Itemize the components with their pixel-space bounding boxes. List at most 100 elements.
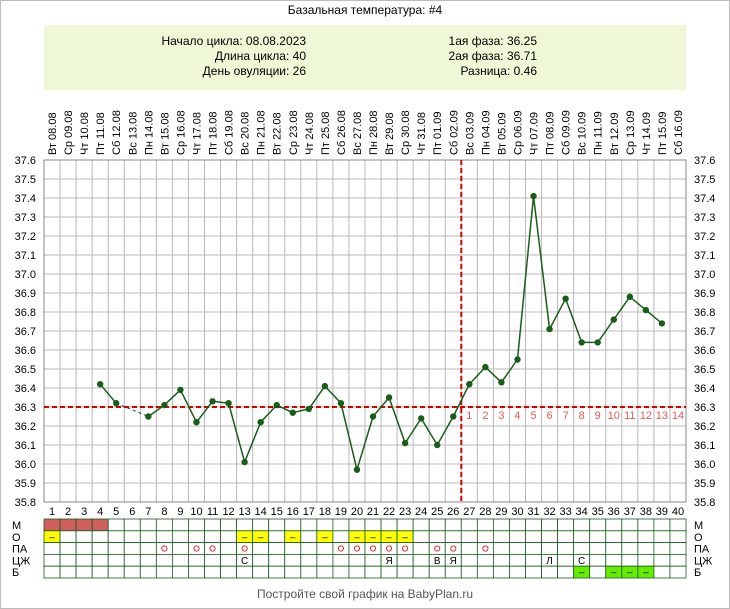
legend-cell <box>541 518 558 532</box>
legend-cell <box>525 530 542 543</box>
legend-cell <box>589 565 607 579</box>
legend-cell <box>364 518 382 532</box>
day-tick-label: 18 <box>319 506 331 518</box>
footer-link[interactable]: Постройте свой график на BabyPlan.ru <box>256 587 474 601</box>
y-tick-label-right: 35.8 <box>694 497 715 509</box>
y-tick-label-right: 36.9 <box>694 288 715 300</box>
legend-cell <box>460 518 478 532</box>
phase-day-number: 10 <box>608 410 620 422</box>
legend-cell <box>428 565 446 579</box>
legend-sex-marker <box>337 545 345 552</box>
legend-cell <box>509 518 526 532</box>
legend-cell <box>557 530 575 543</box>
y-tick-label-right: 37.5 <box>694 174 715 186</box>
temperature-point <box>385 394 393 401</box>
legend-cell <box>300 530 318 543</box>
legend-mark: – <box>627 568 633 579</box>
temperature-point <box>257 419 264 426</box>
day-tick-label: 19 <box>335 506 347 518</box>
legend-cell <box>220 530 238 543</box>
legend-cell <box>284 554 302 567</box>
legend-cell <box>412 565 430 579</box>
legend-cell <box>621 542 639 555</box>
date-tick-label: Вт 15.08 <box>159 112 171 155</box>
legend-cell <box>284 518 302 532</box>
legend-cell <box>316 565 334 579</box>
date-tick-label: Ср 06.09 <box>512 110 524 155</box>
date-tick-label: Ср 16.08 <box>175 110 187 155</box>
legend-cell <box>525 518 542 532</box>
legend-cell <box>653 565 671 579</box>
y-tick-label-left: 36.9 <box>15 288 36 300</box>
legend-cell <box>188 530 205 543</box>
y-tick-label-left: 37.6 <box>15 155 36 167</box>
legend-cell <box>589 530 607 543</box>
legend-cell <box>59 565 77 579</box>
series-segment <box>420 418 438 446</box>
legend-cell <box>155 542 173 555</box>
legend-cell <box>621 518 639 532</box>
legend-cell <box>171 554 189 567</box>
legend-row-label-right: ЦЖ <box>694 555 712 567</box>
day-tick-label: 30 <box>511 506 523 518</box>
temperature-point <box>401 439 409 447</box>
temperature-point <box>594 339 601 346</box>
legend-cell <box>188 554 205 567</box>
legend-cell <box>444 542 462 555</box>
legend-cell <box>557 518 575 532</box>
legend-cell <box>348 565 366 579</box>
temperature-point <box>369 413 377 420</box>
temperature-point <box>225 400 232 407</box>
y-tick-label-right: 37.3 <box>694 212 715 224</box>
legend-row-label-right: ПА <box>694 544 710 556</box>
legend-cell <box>492 518 510 532</box>
legend-cell <box>188 518 205 532</box>
legend-cell <box>107 554 125 567</box>
y-tick-label-right: 36.6 <box>694 345 715 357</box>
legend-cell <box>492 542 510 555</box>
legend-cell <box>123 530 141 543</box>
legend-cell <box>492 530 510 543</box>
legend-cell <box>444 530 462 543</box>
legend-cell <box>91 530 109 543</box>
series-segment <box>388 397 406 444</box>
legend-cell <box>220 554 238 567</box>
y-tick-label-left: 35.8 <box>15 497 36 509</box>
date-tick-label: Чт 10.08 <box>79 112 91 155</box>
legend-cell <box>204 554 221 567</box>
legend-cell <box>204 565 221 579</box>
day-tick-label: 7 <box>145 506 151 518</box>
date-tick-label: Сб 02.09 <box>448 110 460 155</box>
temperature-point <box>450 413 457 420</box>
day-tick-label: 33 <box>560 506 572 518</box>
legend-sex-marker <box>193 545 200 552</box>
legend-cell <box>139 530 157 543</box>
legend-cell <box>123 565 141 579</box>
legend-mark: – <box>402 532 408 543</box>
day-tick-label: 12 <box>222 506 234 518</box>
date-tick-label: Сб 09.09 <box>561 110 573 155</box>
legend-cell <box>171 518 189 532</box>
y-tick-label-left: 36.0 <box>15 459 36 471</box>
legend-cell <box>123 554 141 567</box>
date-tick-label: Вс 20.08 <box>240 112 252 155</box>
series-segment <box>260 404 278 423</box>
legend-mark: Я <box>450 556 457 567</box>
day-tick-label: 25 <box>431 506 443 518</box>
legend-sex-marker <box>434 545 441 552</box>
date-tick-label: Пн 28.08 <box>368 110 380 155</box>
temperature-point <box>161 401 168 409</box>
date-tick-label: Пн 04.09 <box>480 110 492 155</box>
legend-cell <box>380 565 398 579</box>
day-tick-label: 22 <box>383 506 395 518</box>
legend-cell <box>268 565 286 579</box>
date-tick-label: Вт 12.09 <box>609 112 621 155</box>
legend-cell <box>316 542 334 555</box>
legend-cell <box>236 542 254 555</box>
series-segment <box>308 385 326 410</box>
legend-cell <box>669 542 687 555</box>
date-tick-label: Сб 19.08 <box>224 110 236 155</box>
legend-mark: – <box>386 532 392 543</box>
date-tick-label: Пт 18.08 <box>208 111 220 155</box>
legend-cell <box>316 554 334 567</box>
